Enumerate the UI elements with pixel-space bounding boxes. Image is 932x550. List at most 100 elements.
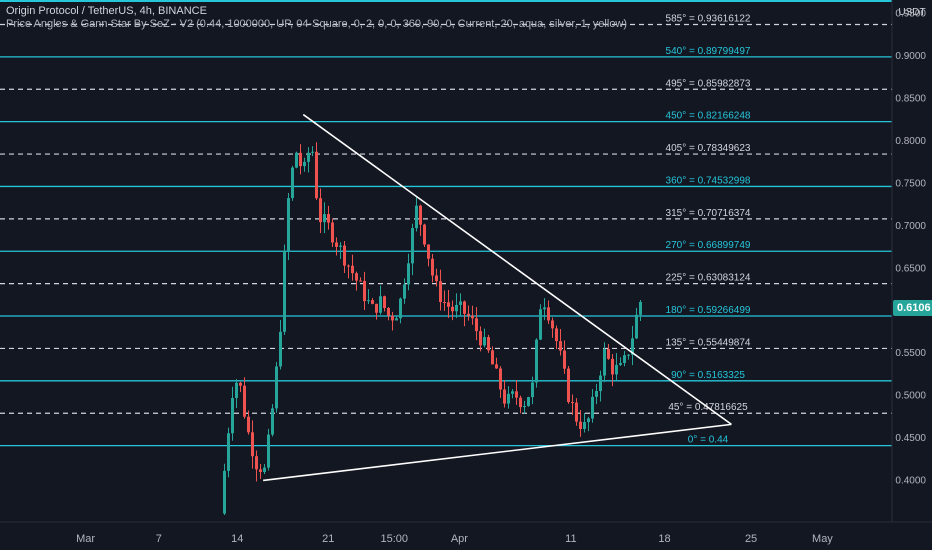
candle-body (327, 214, 330, 223)
candle-body (423, 224, 426, 245)
price-axis-tick: 0.6500 (895, 263, 926, 274)
price-axis-tick: 0.4500 (895, 433, 926, 444)
candle-body (311, 151, 314, 153)
candle-body (519, 397, 522, 408)
price-axis-tick: 0.9500 (895, 9, 926, 20)
candle-body (247, 416, 250, 433)
candle-body (531, 382, 534, 398)
candle-body (587, 418, 590, 423)
candle-body (415, 205, 418, 229)
candle-body (451, 306, 454, 312)
candle-body (479, 331, 482, 346)
candle-body (571, 402, 574, 404)
candle-body (367, 300, 370, 302)
candle-body (251, 432, 254, 457)
candle-body (459, 301, 462, 305)
candle-body (259, 469, 262, 472)
candle-body (407, 263, 410, 285)
price-axis-tick: 0.8000 (895, 136, 926, 147)
candle-body (291, 167, 294, 199)
candle-body (619, 363, 622, 365)
candle-body (559, 341, 562, 351)
candle-body (627, 354, 630, 356)
candle-body (371, 300, 374, 304)
candle-body (483, 337, 486, 346)
time-axis-tick: 25 (745, 533, 757, 545)
candle-body (583, 422, 586, 429)
candle-body (591, 396, 594, 419)
candle-body (267, 434, 270, 468)
candle-body (379, 296, 382, 313)
candle-body (315, 151, 318, 199)
candle-body (235, 382, 238, 398)
price-axis-tick: 0.7500 (895, 178, 926, 189)
time-axis-bg (0, 522, 932, 550)
gann-level-label: 90° = 0.5163325 (671, 370, 745, 381)
gann-level-label: 180° = 0.59266499 (666, 305, 751, 316)
triangle-upper-line (302, 113, 732, 426)
candle-body (399, 298, 402, 319)
candle-body (383, 296, 386, 308)
candle-body (271, 408, 274, 435)
candle-body (279, 331, 282, 367)
gann-level-label: 135° = 0.55449874 (666, 337, 751, 348)
time-axis-tick: 21 (322, 533, 334, 545)
price-axis-tick: 0.5000 (895, 391, 926, 402)
candle-body (387, 307, 390, 316)
candle-body (323, 214, 326, 223)
candle-body (463, 301, 466, 314)
price-axis-tick: 0.5500 (895, 348, 926, 359)
price-axis-tick: 0.9000 (895, 51, 926, 62)
candle-body (595, 391, 598, 397)
candle-body (611, 358, 614, 375)
time-axis-tick: 11 (565, 533, 576, 545)
candle-body (471, 315, 474, 319)
candle-body (547, 307, 550, 321)
candle-body (475, 318, 478, 332)
candle-body (255, 456, 258, 470)
gann-level-label: 585° = 0.93616122 (666, 13, 751, 24)
candle-body (555, 328, 558, 342)
candle-body (275, 366, 278, 409)
candle-body (607, 348, 610, 359)
candle-body (511, 391, 514, 394)
candle-body (347, 265, 350, 267)
candle-body (239, 382, 242, 386)
candle-body (319, 198, 322, 223)
time-axis-tick: 7 (156, 533, 162, 545)
candle-body (231, 397, 234, 434)
candle-body (567, 368, 570, 403)
candle-body (507, 393, 510, 404)
candle-body (487, 337, 490, 351)
gann-level-label: 495° = 0.85982873 (666, 78, 751, 89)
candle-body (535, 339, 538, 383)
candle-body (599, 375, 602, 392)
candle-body (635, 314, 638, 339)
last-price-badge: 0.6106 (893, 300, 932, 316)
gann-level-label: 225° = 0.63083124 (666, 273, 751, 284)
candle-body (631, 338, 634, 355)
candle-body (375, 303, 378, 313)
candle-body (563, 350, 566, 369)
symbol-title: Origin Protocol / TetherUS, 4h, BINANCE (6, 5, 207, 17)
candle-body (223, 470, 226, 514)
candle-body (343, 245, 346, 266)
candle-body (467, 313, 470, 316)
candle-body (431, 258, 434, 276)
time-axis-tick: Mar (76, 533, 95, 545)
price-axis-tick: 0.8500 (895, 94, 926, 105)
candle-body (355, 273, 358, 281)
candle-body (303, 161, 306, 167)
candle-body (287, 198, 290, 251)
gann-level-label: 360° = 0.74532998 (666, 175, 751, 186)
chart-legend: Origin Protocol / TetherUS, 4h, BINANCE … (6, 5, 627, 31)
candle-body (615, 364, 618, 375)
candle-body (363, 280, 366, 302)
candle-body (359, 280, 362, 282)
candle-body (515, 391, 518, 398)
candle-body (227, 433, 230, 471)
candle-body (495, 364, 498, 369)
time-axis-tick: 15:00 (380, 533, 408, 545)
price-axis-bg (892, 0, 932, 550)
